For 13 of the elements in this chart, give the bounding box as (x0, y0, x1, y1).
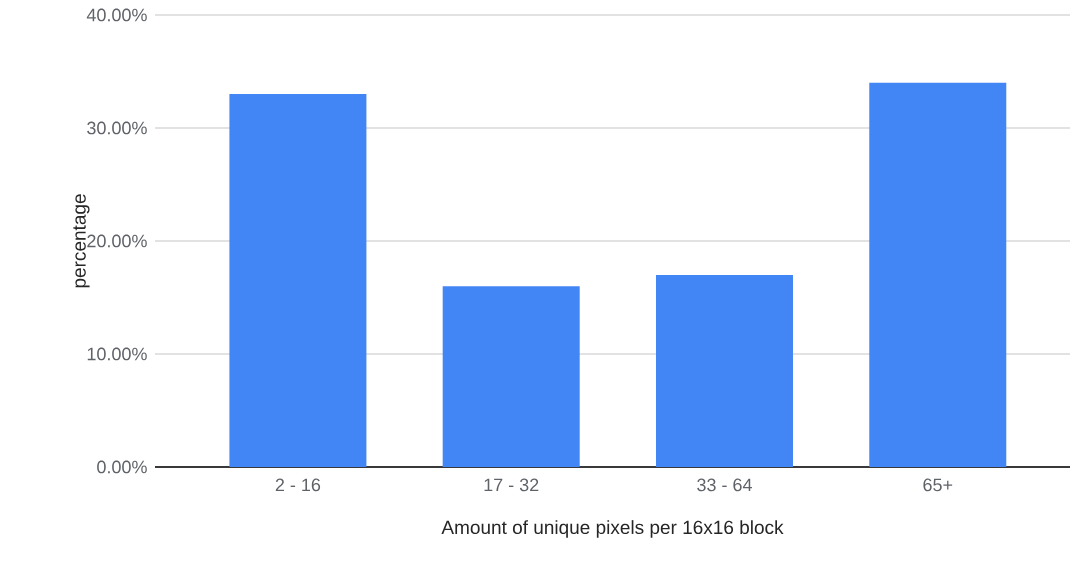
x-tick-label: 65+ (923, 478, 953, 492)
y-tick-label: 10.00% (87, 347, 147, 361)
x-tick-label: 33 - 64 (697, 478, 752, 492)
bar (229, 94, 367, 467)
y-tick-label: 30.00% (87, 121, 147, 135)
bar (869, 82, 1007, 467)
y-tick-label: 40.00% (86, 8, 147, 22)
x-tick-label: 2 - 16 (275, 478, 321, 492)
y-tick-label: 0.00% (97, 460, 147, 474)
bar (655, 274, 793, 467)
x-axis-title: Amount of unique pixels per 16x16 block (441, 520, 784, 538)
bar (442, 286, 580, 467)
x-tick-label: 17 - 32 (484, 478, 539, 492)
